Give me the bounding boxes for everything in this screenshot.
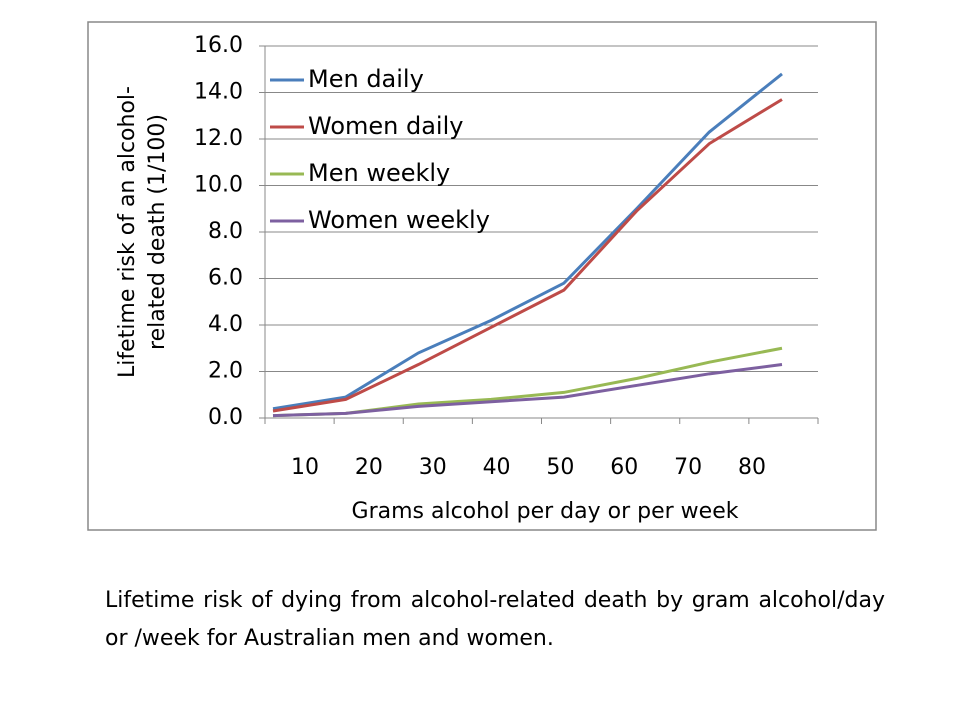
chart: Lifetime risk of an alcohol- related dea… xyxy=(87,21,877,531)
series-line xyxy=(272,346,783,418)
series-line xyxy=(272,363,783,418)
y-tick-label: 6.0 xyxy=(208,266,243,291)
legend-label: Women weekly xyxy=(308,206,490,234)
y-tick-label: 14.0 xyxy=(194,80,243,105)
y-tick-label: 12.0 xyxy=(194,126,243,151)
y-tick-label: 0.0 xyxy=(208,405,243,430)
y-axis-title: Lifetime risk of an alcohol- related dea… xyxy=(115,86,170,378)
legend-label: Women daily xyxy=(308,112,463,140)
y-axis-title-line: related death (1/100) xyxy=(145,114,170,350)
caption: Lifetime risk of dying from alcohol-rela… xyxy=(105,588,885,651)
y-tick-label: 10.0 xyxy=(194,173,243,198)
x-tick-label: 50 xyxy=(546,455,574,480)
x-tick-label: 10 xyxy=(291,455,319,480)
x-tick-label: 80 xyxy=(738,455,766,480)
legend-label: Men daily xyxy=(308,65,424,93)
legend-label: Men weekly xyxy=(308,159,450,187)
chart-frame xyxy=(87,21,877,531)
y-tick-label: 16.0 xyxy=(194,33,243,58)
x-tick-label: 70 xyxy=(674,455,702,480)
series-line xyxy=(272,72,783,411)
x-axis-title: Grams alcohol per day or per week xyxy=(352,499,739,524)
x-tick-label: 40 xyxy=(483,455,511,480)
x-tick-label: 20 xyxy=(355,455,383,480)
y-tick-label: 4.0 xyxy=(208,312,243,337)
x-tick-label: 30 xyxy=(419,455,447,480)
y-tick-label: 2.0 xyxy=(208,359,243,384)
series-line xyxy=(272,98,783,413)
x-tick-label: 60 xyxy=(610,455,638,480)
y-axis-title-line: Lifetime risk of an alcohol- xyxy=(115,86,140,378)
y-tick-label: 8.0 xyxy=(208,219,243,244)
